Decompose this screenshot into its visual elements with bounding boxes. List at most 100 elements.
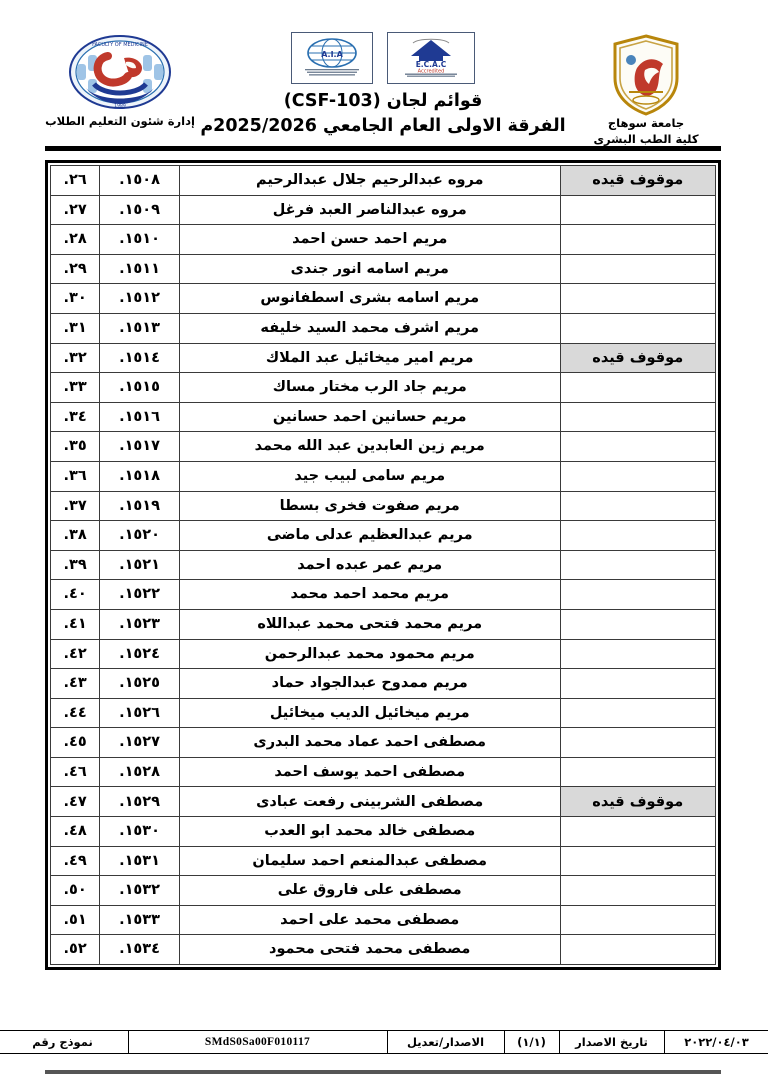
student-affairs-identity-block: FACULTY OF MEDICINE 1989 إدارة شئون التع…	[46, 30, 196, 130]
cell-index: ٣٥.	[50, 431, 102, 462]
cell-note	[560, 372, 717, 403]
cell-name: مريم صفوت فخرى بسطا	[179, 490, 562, 522]
svg-text:E.C.A.C: E.C.A.C	[417, 60, 448, 69]
student-roster-table: موقوف قيده مروه عبدالرحيم جلال عبدالرحيم ١…	[50, 165, 717, 966]
table-row: مروه عبدالناصر العبد فرغل ١٥٠٩. ٢٧.	[50, 194, 717, 226]
table-row: مريم احمد حسن احمد ١٥١٠. ٢٨.	[50, 224, 717, 255]
cell-note	[560, 816, 717, 847]
cell-name: مريم اسامه بشرى اسطفانوس	[179, 283, 562, 314]
cell-note	[560, 579, 717, 610]
cell-index: ٣٠.	[50, 283, 102, 314]
table-row: موقوف قيده مريم امير ميخائيل عبد الملاك ١٥…	[50, 342, 717, 374]
cell-seat-number: ١٥٢٢.	[100, 579, 181, 610]
cell-seat-number: ١٥٢١.	[100, 549, 181, 581]
cell-index: ٤٦.	[50, 756, 102, 788]
cell-name: مريم احمد حسن احمد	[179, 224, 562, 255]
cell-name: مصطفى الشربينى رفعت عبادى	[179, 786, 562, 818]
cell-name: مريم عبدالعظيم عدلى ماضى	[179, 520, 562, 551]
cell-name: مريم حسانين احمد حسانين	[179, 401, 562, 433]
cell-name: مصطفى على فاروق على	[179, 875, 562, 906]
cell-note	[560, 224, 717, 255]
cell-note	[560, 253, 717, 285]
cell-index: ٢٦.	[50, 165, 102, 196]
cell-index: ٤٨.	[50, 816, 102, 847]
cell-note	[560, 312, 717, 344]
document-header: جامعة سوهاج كلية الطب البشرى E.C.A.C Acc…	[46, 30, 722, 146]
cell-note	[560, 638, 717, 670]
cell-index: ٤٣.	[50, 668, 102, 699]
student-affairs-label: إدارة شئون التعليم الطلاب	[46, 114, 196, 128]
table-row: مصطفى احمد عماد محمد البدرى ١٥٢٧. ٤٥.	[50, 727, 717, 758]
cell-seat-number: ١٥٢٠.	[100, 520, 181, 551]
form-metadata-row: ٢٠٢٢/٠٤/٠٣ تاريخ الاصدار (١/١) الاصدار/ت…	[0, 1030, 768, 1054]
cell-index: ٣٤.	[50, 401, 102, 433]
cell-index: ٣٦.	[50, 460, 102, 492]
cell-note	[560, 460, 717, 492]
svg-text:A.I.A: A.I.A	[322, 50, 344, 59]
cell-seat-number: ١٥٣٣.	[100, 904, 181, 936]
cell-seat-number: ١٥٢٨.	[100, 756, 181, 788]
table-row: مصطفى احمد يوسف احمد ١٥٢٨. ٤٦.	[50, 756, 717, 788]
cell-seat-number: ١٥١٤.	[100, 342, 181, 374]
cell-index: ٣١.	[50, 312, 102, 344]
cell-note	[560, 756, 717, 788]
table-row: مريم عمر عبده احمد ١٥٢١. ٣٩.	[50, 549, 717, 581]
cell-index: ٤٤.	[50, 697, 102, 729]
cell-name: مصطفى محمد فتحى محمود	[179, 934, 562, 966]
table-row: موقوف قيده مصطفى الشربينى رفعت عبادى ١٥٢٩.…	[50, 786, 717, 818]
cell-name: مروه عبدالناصر العبد فرغل	[179, 194, 562, 226]
cell-name: مروه عبدالرحيم جلال عبدالرحيم	[179, 165, 562, 196]
issue-date-label: تاريخ الاصدار	[559, 1030, 666, 1054]
cell-name: مريم جاد الرب مختار مساك	[179, 372, 562, 403]
accreditation-badges: E.C.A.C Accredited A.I.A	[292, 32, 476, 84]
cell-seat-number: ١٥٠٨.	[100, 165, 181, 196]
cell-seat-number: ١٥٢٣.	[100, 608, 181, 640]
faculty-of-medicine-emblem-icon: FACULTY OF MEDICINE 1989	[69, 34, 173, 112]
cell-note	[560, 875, 717, 906]
cell-index: ٢٧.	[50, 194, 102, 226]
form-number-label: نموذج رقم	[0, 1030, 130, 1054]
cell-name: مريم عمر عبده احمد	[179, 549, 562, 581]
student-affairs-caption: إدارة شئون التعليم الطلاب	[46, 114, 196, 130]
cell-seat-number: ١٥٠٩.	[100, 194, 181, 226]
cell-name: مصطفى عبدالمنعم احمد سليمان	[179, 845, 562, 877]
cell-seat-number: ١٥٣٤.	[100, 934, 181, 966]
cell-name: مريم ميخائيل الديب ميخائيل	[179, 697, 562, 729]
aia-iso-badge-icon: A.I.A	[292, 32, 374, 84]
cell-index: ٤٩.	[50, 845, 102, 877]
cell-seat-number: ١٥٣٠.	[100, 816, 181, 847]
cell-name: مصطفى خالد محمد ابو العدب	[179, 816, 562, 847]
table-row: موقوف قيده مروه عبدالرحيم جلال عبدالرحيم ١…	[50, 165, 717, 196]
cell-name: مريم ممدوح عبدالجواد حماد	[179, 668, 562, 699]
cell-name: مريم اسامه انور جندى	[179, 253, 562, 285]
svg-text:Accredited: Accredited	[419, 69, 446, 75]
roster-table-container: موقوف قيده مروه عبدالرحيم جلال عبدالرحيم ١…	[46, 160, 722, 971]
table-row: مريم ممدوح عبدالجواد حماد ١٥٢٥. ٤٣.	[50, 668, 717, 699]
footer-divider	[46, 1070, 722, 1074]
cell-name: مصطفى محمد على احمد	[179, 904, 562, 936]
cell-index: ٣٨.	[50, 520, 102, 551]
cell-note	[560, 283, 717, 314]
cell-seat-number: ١٥٢٥.	[100, 668, 181, 699]
cell-index: ٥٠.	[50, 875, 102, 906]
issue-date-value: ٢٠٢٢/٠٤/٠٣	[664, 1030, 768, 1054]
cell-index: ٣٢.	[50, 342, 102, 374]
cell-note	[560, 490, 717, 522]
cell-index: ٤١.	[50, 608, 102, 640]
cell-seat-number: ١٥٢٤.	[100, 638, 181, 670]
roster-body: موقوف قيده مروه عبدالرحيم جلال عبدالرحيم ١…	[50, 165, 717, 966]
title-line-2: الفرقة الاولى العام الجامعي 2025/2026م	[201, 116, 567, 137]
cell-index: ٢٩.	[50, 253, 102, 285]
table-row: مريم زين العابدين عبد الله محمد ١٥١٧. ٣٥.	[50, 431, 717, 462]
cell-note	[560, 727, 717, 758]
table-row: مريم عبدالعظيم عدلى ماضى ١٥٢٠. ٣٨.	[50, 520, 717, 551]
cell-note	[560, 845, 717, 877]
cell-name: مصطفى احمد عماد محمد البدرى	[179, 727, 562, 758]
cell-index: ٣٧.	[50, 490, 102, 522]
cell-index: ٣٣.	[50, 372, 102, 403]
university-caption: جامعة سوهاج كلية الطب البشرى	[594, 116, 699, 147]
university-identity-block: جامعة سوهاج كلية الطب البشرى	[572, 30, 722, 147]
form-code: SMdS0Sa00F010117	[128, 1030, 389, 1054]
cell-seat-number: ١٥٣١.	[100, 845, 181, 877]
cell-seat-number: ١٥٣٢.	[100, 875, 181, 906]
